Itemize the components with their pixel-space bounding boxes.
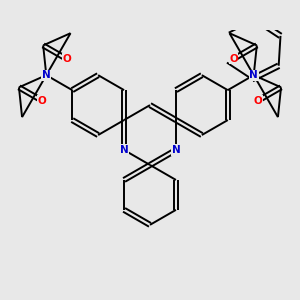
Text: O: O xyxy=(62,54,71,64)
Text: O: O xyxy=(229,54,238,64)
Text: O: O xyxy=(253,96,262,106)
Text: O: O xyxy=(38,96,47,106)
Text: N: N xyxy=(172,145,180,155)
Text: N: N xyxy=(120,145,128,155)
Text: N: N xyxy=(249,70,258,80)
Text: N: N xyxy=(42,70,51,80)
